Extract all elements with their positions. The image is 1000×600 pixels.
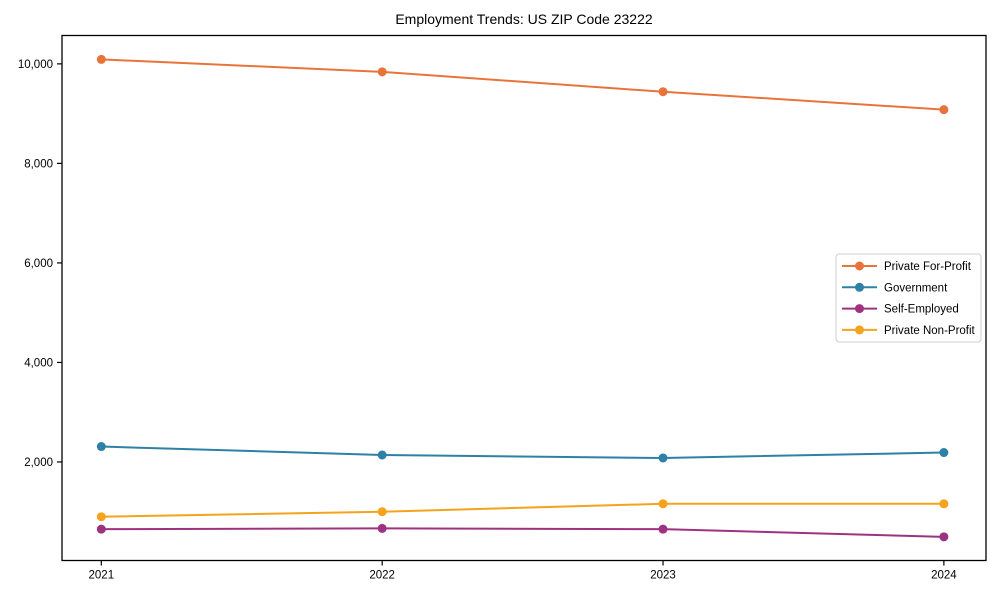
series-line-self-employed (100, 527, 945, 538)
series-point-government-2022 (377, 450, 387, 460)
legend-marker-private-non-profit (855, 325, 864, 335)
series-point-private-non-profit-2023 (658, 499, 668, 509)
series-point-government-2021 (96, 442, 106, 452)
legend-marker-private-for-profit (855, 261, 864, 271)
legend-marker-self-employed (855, 304, 864, 314)
series-point-private-for-profit-2024 (939, 105, 949, 115)
legend-label-government: Government (884, 282, 948, 294)
legend-marker-government (855, 282, 864, 292)
legend-label-private-non-profit: Private Non-Profit (884, 325, 976, 337)
series-line-private-for-profit (100, 58, 945, 111)
legend: Private For-Profit Government Self-Employe… (835, 253, 982, 343)
y-tick-label: 8,000 (24, 158, 53, 170)
x-tick-label: 2022 (369, 570, 395, 582)
y-tick-label: 6,000 (24, 258, 53, 270)
chart-title: Employment Trends: US ZIP Code 23222 (395, 11, 653, 27)
data-series (96, 54, 949, 542)
legend-box (835, 253, 982, 343)
x-axis: 2021 2022 2023 2024 (89, 560, 957, 582)
y-tick-label: 10,000 (18, 59, 53, 71)
x-tick-label: 2024 (931, 570, 957, 582)
series-point-private-for-profit-2023 (658, 87, 668, 97)
series-point-private-non-profit-2024 (939, 499, 949, 509)
series-point-private-non-profit-2021 (96, 512, 106, 522)
series-point-self-employed-2023 (658, 524, 668, 534)
series-point-self-employed-2022 (377, 523, 387, 533)
y-axis: 2,000 4,000 6,000 8,000 10,000 (18, 59, 62, 469)
y-tick-label: 4,000 (24, 357, 53, 369)
plot-area (61, 34, 987, 562)
plot-frame (61, 34, 987, 562)
series-point-private-non-profit-2022 (377, 507, 387, 517)
series-point-self-employed-2024 (939, 532, 949, 542)
x-tick-label: 2021 (89, 570, 115, 582)
x-tick-label: 2023 (650, 570, 676, 582)
legend-label-private-for-profit: Private For-Profit (884, 261, 972, 273)
series-point-government-2023 (658, 453, 668, 463)
series-point-government-2024 (939, 448, 949, 458)
series-line-private-non-profit (100, 502, 945, 518)
series-line-government (100, 445, 945, 459)
series-point-private-for-profit-2021 (96, 54, 106, 64)
y-tick-label: 2,000 (24, 457, 53, 469)
legend-label-self-employed: Self-Employed (884, 304, 959, 316)
series-point-private-for-profit-2022 (377, 67, 387, 77)
series-point-self-employed-2021 (96, 524, 106, 534)
